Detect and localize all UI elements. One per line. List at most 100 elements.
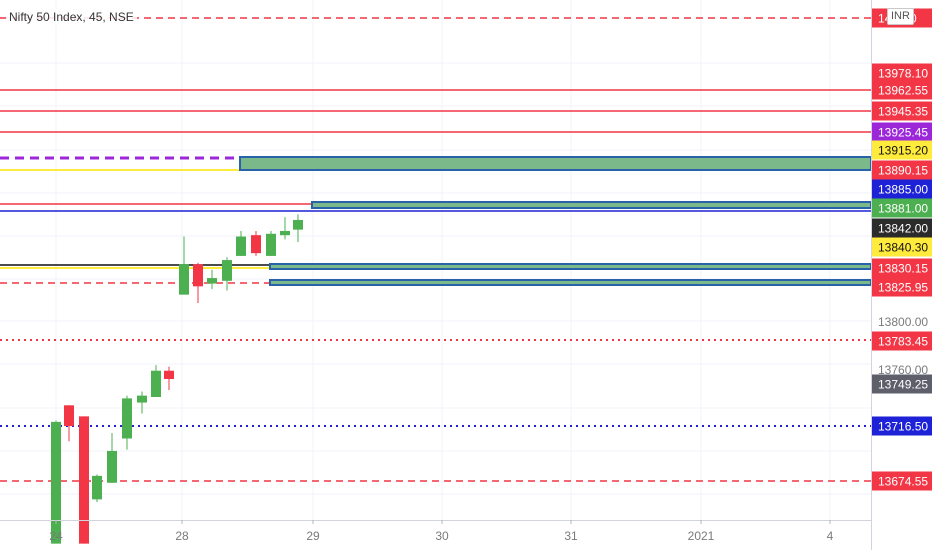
- candle[interactable]: [236, 231, 246, 256]
- price-tag[interactable]: 13825.95: [872, 277, 932, 297]
- price-tag-label: 13825.95: [878, 281, 928, 295]
- candle-body: [266, 233, 276, 256]
- price-tag-bg: [872, 258, 932, 278]
- price-tag-label: 13885.00: [878, 183, 928, 197]
- candle-body: [251, 235, 261, 254]
- price-tag[interactable]: 13915.20: [872, 140, 932, 160]
- candle-body: [222, 260, 232, 281]
- candle[interactable]: [51, 420, 61, 544]
- price-tag-bg: [872, 160, 932, 180]
- price-tag-label: 13783.45: [878, 335, 928, 349]
- price-tag-label: 13749.25: [878, 378, 928, 392]
- price-tag-bg: [872, 80, 932, 100]
- price-tag-bg: [872, 237, 932, 257]
- currency-badge[interactable]: INR: [887, 8, 914, 25]
- price-tag[interactable]: 13925.45: [872, 122, 932, 142]
- y-tick-label: 13760.00: [878, 363, 928, 377]
- candle[interactable]: [122, 395, 132, 450]
- price-tag[interactable]: 13842.00: [872, 218, 932, 238]
- price-tag-bg: [872, 374, 932, 394]
- candle[interactable]: [151, 365, 161, 398]
- zone-rect[interactable]: [269, 279, 872, 286]
- price-tag-bg: [872, 416, 932, 436]
- candle[interactable]: [79, 416, 89, 544]
- zone-rect[interactable]: [239, 156, 872, 171]
- price-tag-bg: [872, 101, 932, 121]
- candle-body: [280, 231, 290, 236]
- zone-rect[interactable]: [311, 201, 872, 209]
- x-tick-label: 4: [827, 529, 834, 543]
- candle-body: [79, 416, 89, 544]
- candle[interactable]: [266, 231, 276, 256]
- price-tag[interactable]: 13881.00: [872, 198, 932, 218]
- candle-body: [236, 236, 246, 256]
- price-tag[interactable]: 13885.00: [872, 179, 932, 199]
- candle-body: [193, 264, 203, 287]
- candle-body: [293, 219, 303, 230]
- price-tag-bg: [872, 471, 932, 491]
- price-tag-label: 13915.20: [878, 144, 928, 158]
- candle[interactable]: [193, 262, 203, 303]
- candle[interactable]: [293, 214, 303, 243]
- price-tag[interactable]: 13749.25: [872, 374, 932, 394]
- price-tags: 14…7013978.1013962.5513945.3513925.45139…: [872, 8, 932, 491]
- price-tag[interactable]: 13978.10: [872, 63, 932, 83]
- candle[interactable]: [164, 366, 174, 391]
- price-tag-bg: [872, 277, 932, 297]
- candle[interactable]: [107, 432, 117, 483]
- candle[interactable]: [280, 217, 290, 240]
- plot-area[interactable]: [0, 0, 872, 544]
- price-tag-bg: [872, 331, 932, 351]
- candle-body: [122, 398, 132, 439]
- price-tag-bg: [872, 140, 932, 160]
- price-tag[interactable]: 13674.55: [872, 471, 932, 491]
- price-tag[interactable]: 13945.35: [872, 101, 932, 121]
- x-tick-label: 31: [564, 529, 578, 543]
- x-tick-label: 30: [435, 529, 449, 543]
- price-tag[interactable]: 13962.55: [872, 80, 932, 100]
- zone-rect[interactable]: [269, 263, 872, 270]
- price-tag-label: 13840.30: [878, 241, 928, 255]
- price-tag-bg: [872, 218, 932, 238]
- candle[interactable]: [251, 231, 261, 256]
- price-tag-bg: [872, 179, 932, 199]
- price-tag[interactable]: 13783.45: [872, 331, 932, 351]
- price-tag-label: 13925.45: [878, 126, 928, 140]
- price-tag[interactable]: 13716.50: [872, 416, 932, 436]
- price-tag[interactable]: 13840.30: [872, 237, 932, 257]
- price-tag-label: 13978.10: [878, 67, 928, 81]
- price-tag-label: 13830.15: [878, 262, 928, 276]
- candle-body: [151, 370, 161, 398]
- price-tag-label: 13674.55: [878, 475, 928, 489]
- candle-body: [179, 264, 189, 295]
- candle-body: [92, 475, 102, 500]
- price-tag[interactable]: 13830.15: [872, 258, 932, 278]
- candle-body: [107, 450, 117, 483]
- candle-body: [137, 395, 147, 403]
- candle[interactable]: [207, 269, 217, 290]
- x-tick-label: 24: [49, 529, 63, 543]
- candle[interactable]: [222, 257, 232, 291]
- price-tag-bg: [872, 63, 932, 83]
- candle[interactable]: [64, 405, 74, 442]
- price-tag-label: 13881.00: [878, 202, 928, 216]
- price-tag[interactable]: 13890.15: [872, 160, 932, 180]
- x-tick-label: 28: [175, 529, 189, 543]
- price-tag-label: 13842.00: [878, 222, 928, 236]
- candle[interactable]: [179, 236, 189, 295]
- x-tick-label: 29: [306, 529, 320, 543]
- x-tick-label: 2021: [688, 529, 715, 543]
- y-tick-label: 13800.00: [878, 315, 928, 329]
- symbol-title[interactable]: Nifty 50 Index, 45, NSE: [6, 9, 137, 25]
- price-tag-bg: [872, 198, 932, 218]
- price-tag-label: 13890.15: [878, 164, 928, 178]
- price-tag-label: 13716.50: [878, 420, 928, 434]
- candle[interactable]: [137, 391, 147, 414]
- candle-body: [207, 278, 217, 284]
- price-tag-bg: [872, 122, 932, 142]
- candle-body: [64, 405, 74, 427]
- candle-body: [164, 370, 174, 380]
- candle[interactable]: [92, 474, 102, 503]
